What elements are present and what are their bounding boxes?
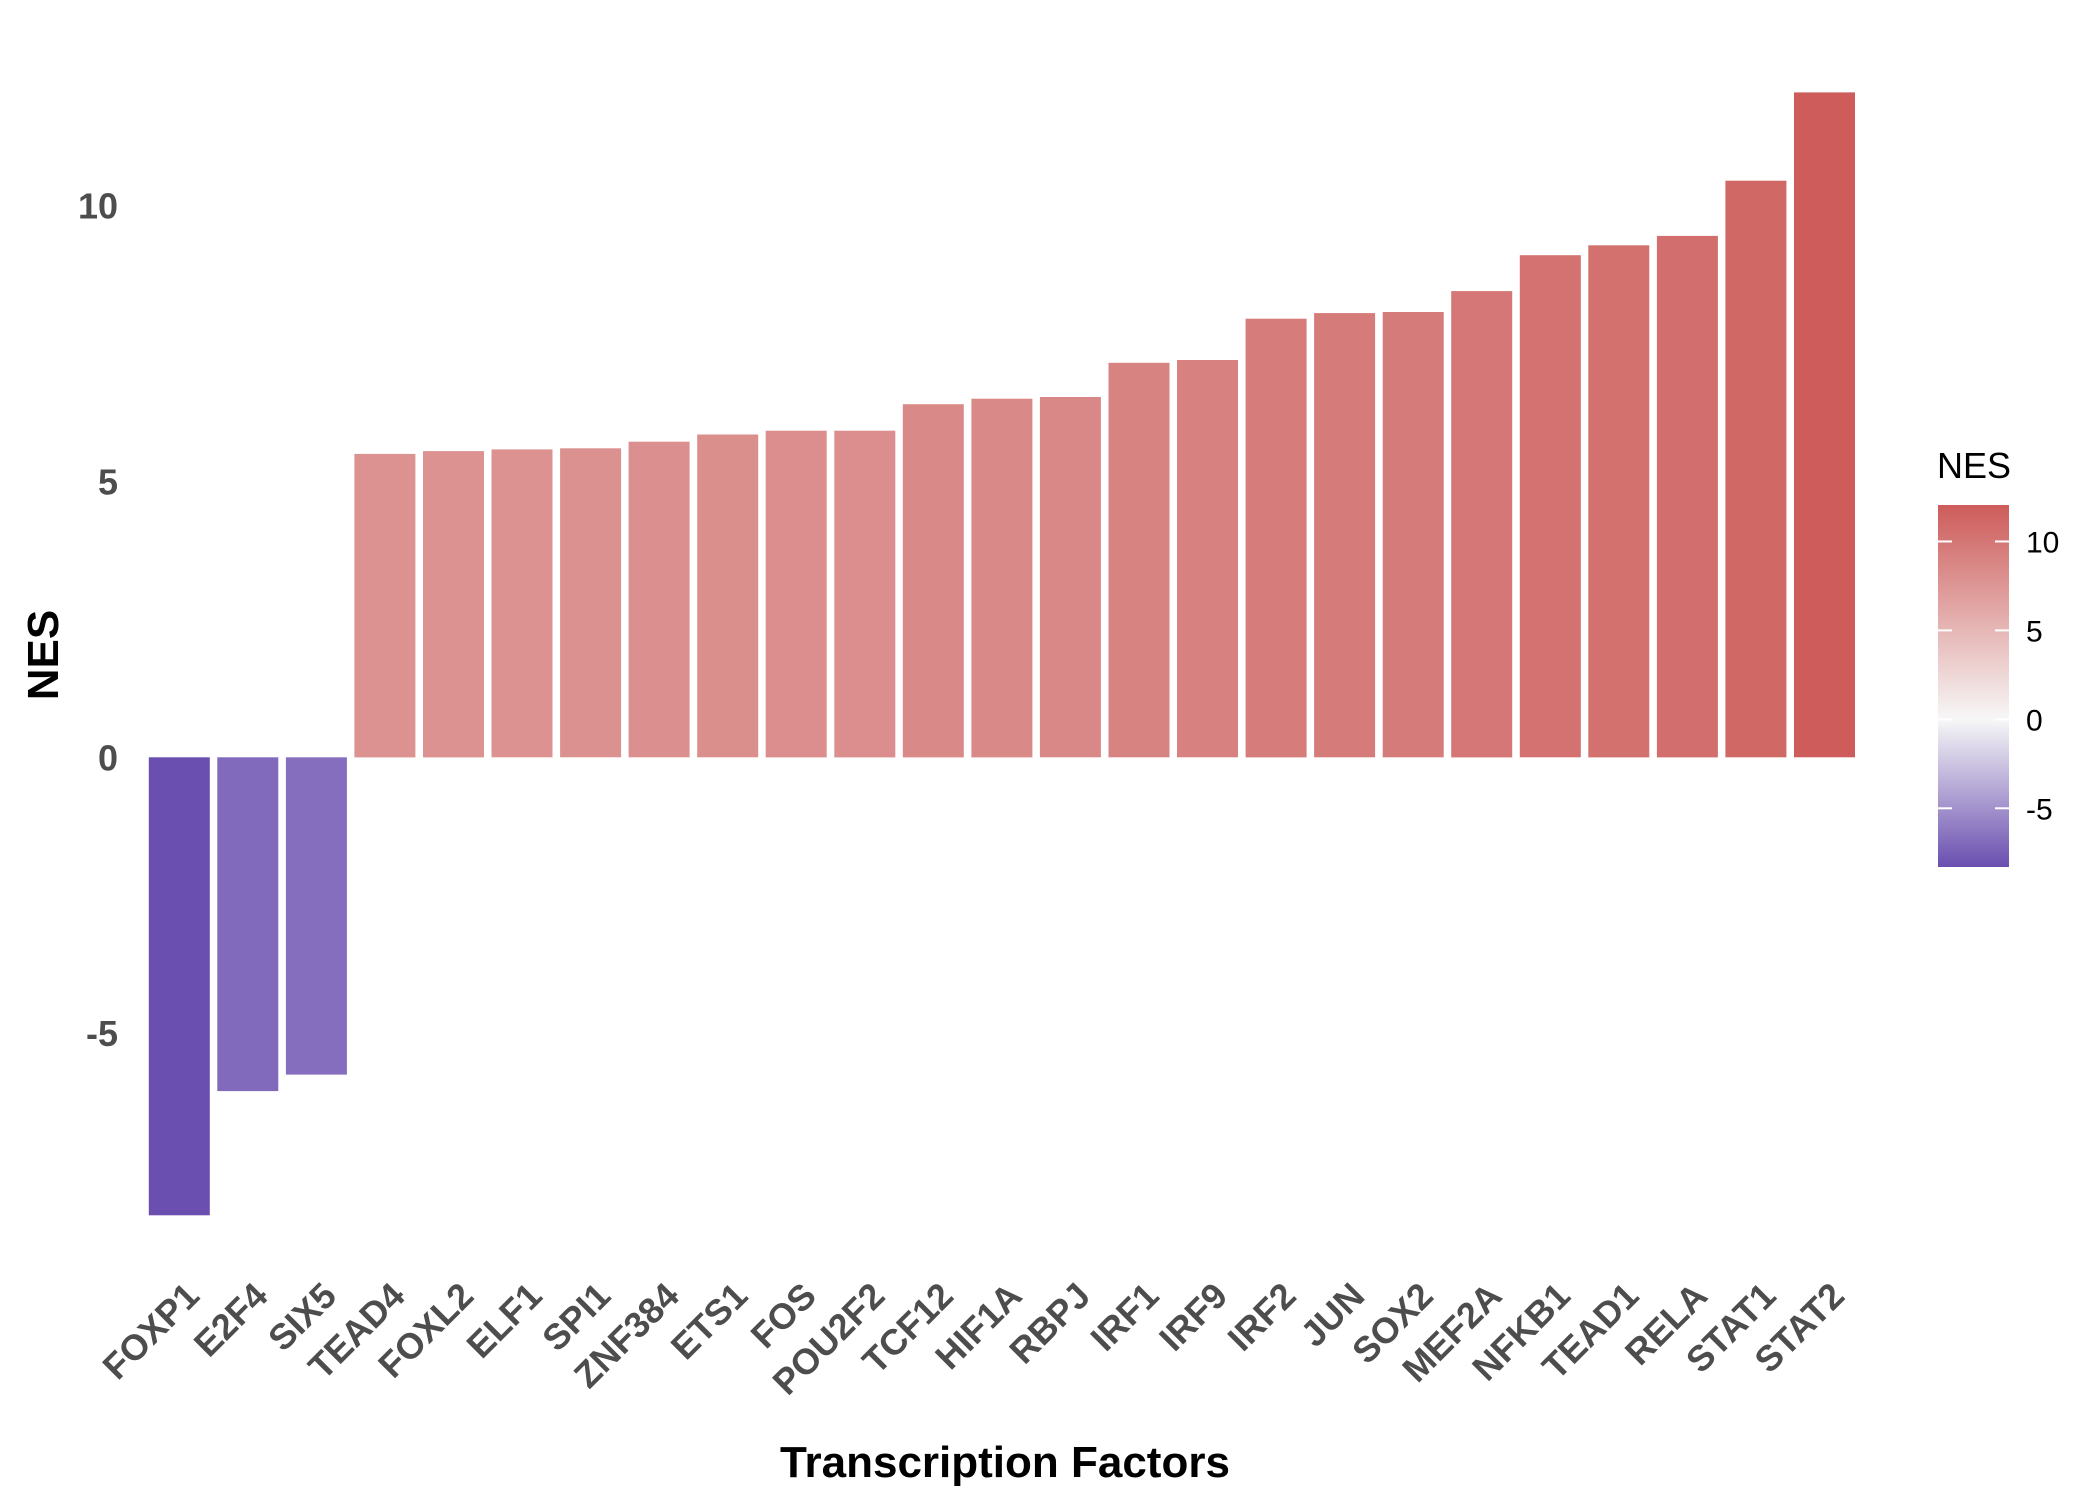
bar-stat1 (1725, 180, 1787, 758)
x-axis: FOXP1E2F4SIX5TEAD4FOXL2ELF1SPI1ZNF384ETS… (94, 1275, 1852, 1403)
bar-fos (765, 430, 827, 758)
bar-tcf12 (902, 404, 964, 758)
x-axis-title: Transcription Factors (780, 1438, 1230, 1487)
bar-rbpj (1039, 397, 1101, 758)
bar-elf1 (491, 449, 553, 758)
bar-spi1 (560, 448, 622, 758)
x-tick-label: IRF1 (1082, 1275, 1166, 1359)
bar-tead4 (354, 453, 416, 758)
bar-tead1 (1588, 245, 1650, 758)
bar-sox2 (1382, 312, 1444, 758)
bar-pou2f2 (834, 430, 896, 758)
bar-nfkb1 (1519, 255, 1581, 758)
bar-mef2a (1451, 291, 1513, 758)
legend-tick-label: 10 (2026, 526, 2059, 559)
bar-jun (1314, 313, 1376, 758)
x-tick-label: ELF1 (458, 1275, 549, 1366)
bar-irf2 (1245, 318, 1307, 758)
y-axis: -5 0 5 10 (78, 186, 118, 1055)
bar-hif1a (971, 398, 1033, 758)
color-legend: NES 10 5 0 -5 (1937, 445, 2059, 867)
y-tick-label: -5 (86, 1013, 118, 1054)
y-axis-title: NES (19, 610, 68, 700)
legend-ticks: 10 5 0 -5 (1938, 526, 2059, 826)
bar-irf9 (1177, 360, 1238, 758)
legend-colorbar (1938, 505, 2009, 867)
x-tick-label: IRF9 (1151, 1275, 1235, 1359)
bar-stat2 (1794, 92, 1855, 758)
x-tick-label: RBPJ (1001, 1275, 1098, 1372)
bar-e2f4 (217, 757, 279, 1092)
y-tick-label: 10 (78, 186, 118, 227)
bar-rela (1656, 235, 1718, 758)
bar-irf1 (1108, 362, 1170, 758)
x-tick-label: IRF2 (1220, 1275, 1304, 1359)
y-tick-label: 0 (98, 737, 118, 778)
y-tick-label: 5 (98, 461, 118, 502)
bar-ets1 (697, 434, 759, 758)
legend-tick-label: 0 (2026, 704, 2043, 737)
legend-title: NES (1937, 445, 2011, 486)
x-tick-label: ETS1 (663, 1275, 756, 1368)
bar-znf384 (628, 441, 690, 758)
bar-foxl2 (423, 451, 484, 758)
legend-tick-label: -5 (2026, 793, 2053, 826)
legend-tick-label: 5 (2026, 615, 2043, 648)
bar-foxp1 (148, 757, 210, 1216)
x-tick-label: E2F4 (186, 1275, 276, 1365)
bars-group (148, 92, 1855, 1216)
bar-six5 (285, 757, 347, 1075)
